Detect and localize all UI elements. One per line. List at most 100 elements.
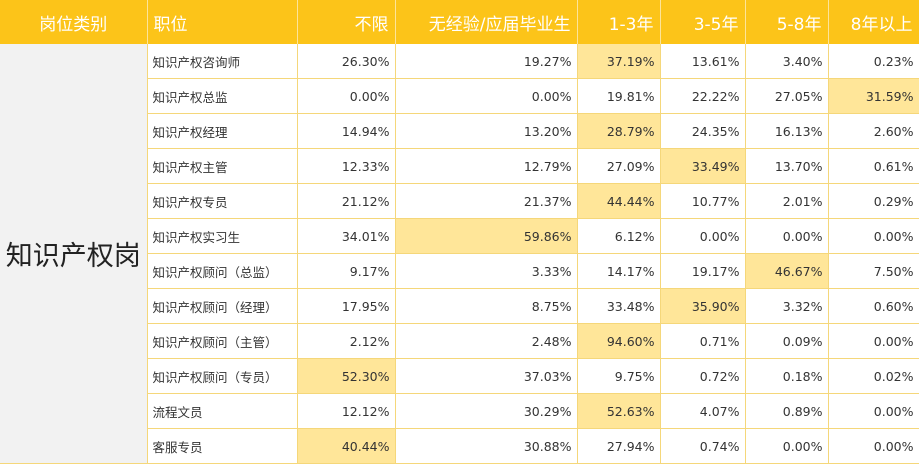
table-row: 客服专员 40.44% 30.88% 27.94% 0.74% 0.00% 0.00% (0, 428, 919, 464)
value-cell: 8.75% (395, 288, 578, 324)
value-cell: 2.60% (828, 113, 919, 149)
table-row: 知识产权顾问（专员） 52.30% 37.03% 9.75% 0.72% 0.18% 0.0… (0, 358, 919, 394)
value-cell: 9.17% (297, 253, 396, 289)
value-cell: 12.33% (297, 148, 396, 184)
value-cell: 94.60% (577, 323, 661, 359)
table-row: 知识产权主管 12.33% 12.79% 27.09% 33.49% 13.70% 0.61… (0, 148, 919, 184)
position-cell: 知识产权总监 (147, 78, 298, 114)
value-cell: 6.12% (577, 218, 661, 254)
table-row: 知识产权顾问（主管） 2.12% 2.48% 94.60% 0.71% 0.09% 0.00… (0, 323, 919, 359)
category-cell: 知识产权岗 (0, 44, 148, 464)
table-row: 流程文员 12.12% 30.29% 52.63% 4.07% 0.89% 0.00% (0, 393, 919, 429)
value-cell: 0.89% (745, 393, 829, 429)
value-cell: 52.63% (577, 393, 661, 429)
position-cell: 知识产权咨询师 (147, 44, 298, 79)
position-cell: 知识产权实习生 (147, 218, 298, 254)
position-cell: 知识产权主管 (147, 148, 298, 184)
table-row: 知识产权专员 21.12% 21.37% 44.44% 10.77% 2.01% 0.29% (0, 183, 919, 219)
header-cell: 1-3年 (577, 0, 661, 44)
value-cell: 27.05% (745, 78, 829, 114)
value-cell: 13.20% (395, 113, 578, 149)
value-cell: 35.90% (660, 288, 746, 324)
value-cell: 0.00% (828, 323, 919, 359)
value-cell: 0.60% (828, 288, 919, 324)
value-cell: 19.17% (660, 253, 746, 289)
value-cell: 14.17% (577, 253, 661, 289)
table-row: 知识产权顾问（经理） 17.95% 8.75% 33.48% 35.90% 3.32% 0.… (0, 288, 919, 324)
value-cell: 0.00% (828, 218, 919, 254)
value-cell: 13.70% (745, 148, 829, 184)
value-cell: 27.09% (577, 148, 661, 184)
value-cell: 30.88% (395, 428, 578, 464)
header-cell: 3-5年 (660, 0, 746, 44)
value-cell: 0.00% (660, 218, 746, 254)
value-cell: 3.32% (745, 288, 829, 324)
value-cell: 0.61% (828, 148, 919, 184)
value-cell: 19.81% (577, 78, 661, 114)
value-cell: 14.94% (297, 113, 396, 149)
position-cell: 流程文员 (147, 393, 298, 429)
value-cell: 0.00% (297, 78, 396, 114)
value-cell: 0.00% (828, 393, 919, 429)
value-cell: 28.79% (577, 113, 661, 149)
value-cell: 2.48% (395, 323, 578, 359)
value-cell: 17.95% (297, 288, 396, 324)
value-cell: 26.30% (297, 44, 396, 79)
header-cell: 岗位类别 (0, 0, 148, 44)
value-cell: 24.35% (660, 113, 746, 149)
value-cell: 2.01% (745, 183, 829, 219)
value-cell: 0.00% (395, 78, 578, 114)
value-cell: 4.07% (660, 393, 746, 429)
value-cell: 40.44% (297, 428, 396, 464)
value-cell: 16.13% (745, 113, 829, 149)
value-cell: 22.22% (660, 78, 746, 114)
table-row: 知识产权总监 0.00% 0.00% 19.81% 22.22% 27.05% 31.59% (0, 78, 919, 114)
position-cell: 知识产权专员 (147, 183, 298, 219)
value-cell: 3.33% (395, 253, 578, 289)
value-cell: 0.29% (828, 183, 919, 219)
position-cell: 知识产权顾问（主管） (147, 323, 298, 359)
value-cell: 0.00% (745, 428, 829, 464)
value-cell: 3.40% (745, 44, 829, 79)
value-cell: 0.00% (745, 218, 829, 254)
header-cell: 无经验/应届毕业生 (395, 0, 578, 44)
value-cell: 0.71% (660, 323, 746, 359)
value-cell: 21.12% (297, 183, 396, 219)
value-cell: 21.37% (395, 183, 578, 219)
value-cell: 34.01% (297, 218, 396, 254)
value-cell: 30.29% (395, 393, 578, 429)
table-row: 知识产权顾问（总监） 9.17% 3.33% 14.17% 19.17% 46.67% 7.… (0, 253, 919, 289)
value-cell: 0.09% (745, 323, 829, 359)
value-cell: 37.19% (577, 44, 661, 79)
value-cell: 0.72% (660, 358, 746, 394)
header-cell: 5-8年 (745, 0, 829, 44)
position-cell: 知识产权顾问（经理） (147, 288, 298, 324)
value-cell: 52.30% (297, 358, 396, 394)
value-cell: 33.49% (660, 148, 746, 184)
position-cell: 客服专员 (147, 428, 298, 464)
value-cell: 10.77% (660, 183, 746, 219)
value-cell: 31.59% (828, 78, 919, 114)
position-cell: 知识产权经理 (147, 113, 298, 149)
value-cell: 0.18% (745, 358, 829, 394)
value-cell: 2.12% (297, 323, 396, 359)
value-cell: 33.48% (577, 288, 661, 324)
value-cell: 0.02% (828, 358, 919, 394)
table-row: 知识产权岗 知识产权咨询师 26.30% 19.27% 37.19% 13.61% 3.40… (0, 44, 919, 464)
value-cell: 9.75% (577, 358, 661, 394)
position-cell: 知识产权顾问（专员） (147, 358, 298, 394)
value-cell: 12.12% (297, 393, 396, 429)
value-cell: 44.44% (577, 183, 661, 219)
header-row: 岗位类别 职位 不限 无经验/应届毕业生 1-3年 3-5年 5-8年 8年以上 (0, 0, 919, 44)
value-cell: 27.94% (577, 428, 661, 464)
value-cell: 46.67% (745, 253, 829, 289)
table-body: 知识产权岗 知识产权咨询师 26.30% 19.27% 37.19% 13.61% 3.40… (0, 44, 919, 464)
value-cell: 7.50% (828, 253, 919, 289)
value-cell: 37.03% (395, 358, 578, 394)
value-cell: 0.23% (828, 44, 919, 79)
value-cell: 12.79% (395, 148, 578, 184)
value-cell: 0.74% (660, 428, 746, 464)
header-cell: 8年以上 (828, 0, 919, 44)
